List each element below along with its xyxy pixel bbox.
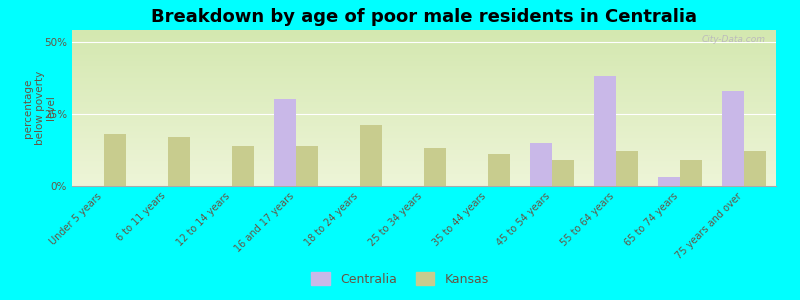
Y-axis label: percentage
below poverty
level: percentage below poverty level — [23, 71, 57, 145]
Bar — [680, 160, 702, 186]
Bar — [296, 146, 318, 186]
Bar — [552, 160, 574, 186]
Bar — [658, 177, 680, 186]
Text: City-Data.com: City-Data.com — [702, 35, 766, 44]
Legend: Centralia, Kansas: Centralia, Kansas — [306, 267, 494, 291]
Bar — [274, 99, 296, 186]
Bar — [104, 134, 126, 186]
Bar — [488, 154, 510, 186]
Bar — [530, 143, 552, 186]
Bar — [744, 151, 766, 186]
Title: Breakdown by age of poor male residents in Centralia: Breakdown by age of poor male residents … — [151, 8, 697, 26]
Bar — [616, 151, 638, 186]
Bar — [722, 91, 744, 186]
Bar — [168, 137, 190, 186]
Bar — [232, 146, 254, 186]
Bar — [360, 125, 382, 186]
Bar — [424, 148, 446, 186]
Bar — [594, 76, 616, 186]
